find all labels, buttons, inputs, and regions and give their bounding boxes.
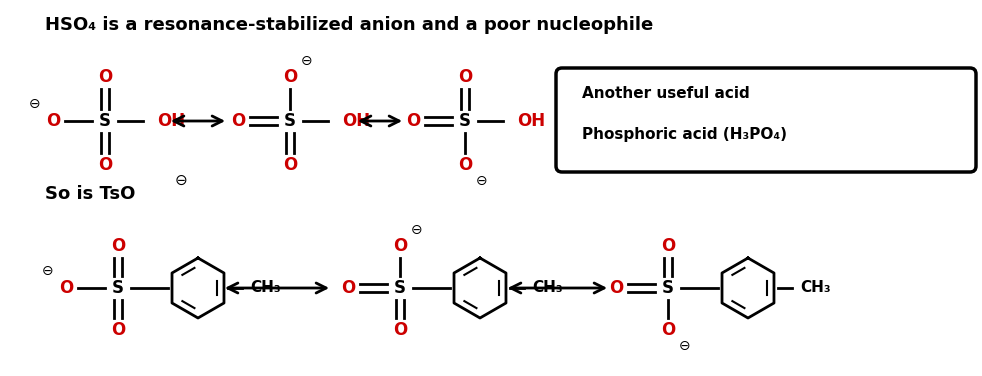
Text: ⊖: ⊖ bbox=[29, 97, 41, 111]
Text: S: S bbox=[394, 279, 406, 297]
Text: O: O bbox=[98, 68, 112, 86]
Text: O: O bbox=[393, 321, 408, 339]
Text: O: O bbox=[98, 156, 112, 174]
Text: S: S bbox=[112, 279, 124, 297]
Text: CH₃: CH₃ bbox=[250, 280, 281, 296]
Text: O: O bbox=[231, 112, 246, 130]
Text: OH: OH bbox=[342, 112, 370, 130]
Text: O: O bbox=[609, 279, 624, 297]
Text: CH₃: CH₃ bbox=[532, 280, 563, 296]
Text: O: O bbox=[46, 112, 60, 130]
Text: O: O bbox=[458, 68, 472, 86]
Text: OH: OH bbox=[517, 112, 545, 130]
Text: Phosphoric acid (H₃PO₄): Phosphoric acid (H₃PO₄) bbox=[582, 126, 787, 141]
Text: ⊖: ⊖ bbox=[42, 264, 54, 278]
Text: ⊖: ⊖ bbox=[411, 223, 423, 237]
Text: O: O bbox=[283, 156, 298, 174]
Text: O: O bbox=[341, 279, 355, 297]
Text: O: O bbox=[59, 279, 73, 297]
Text: O: O bbox=[661, 321, 675, 339]
Text: ⊖: ⊖ bbox=[301, 54, 313, 68]
Text: S: S bbox=[284, 112, 296, 130]
FancyBboxPatch shape bbox=[556, 68, 976, 172]
Text: O: O bbox=[393, 237, 408, 255]
Text: CH₃: CH₃ bbox=[800, 280, 831, 296]
Text: Another useful acid: Another useful acid bbox=[582, 86, 749, 102]
Text: ⊖: ⊖ bbox=[680, 339, 690, 353]
Text: O: O bbox=[111, 237, 125, 255]
Text: S: S bbox=[459, 112, 471, 130]
Text: So is TsO: So is TsO bbox=[45, 185, 136, 203]
Text: S: S bbox=[99, 112, 111, 130]
Text: O: O bbox=[458, 156, 472, 174]
Text: ⊖: ⊖ bbox=[175, 173, 188, 188]
Text: S: S bbox=[662, 279, 674, 297]
Text: OH: OH bbox=[157, 112, 186, 130]
Text: O: O bbox=[661, 237, 675, 255]
Text: HSO₄ is a resonance-stabilized anion and a poor nucleophile: HSO₄ is a resonance-stabilized anion and… bbox=[45, 16, 653, 34]
Text: ⊖: ⊖ bbox=[476, 174, 488, 188]
Text: O: O bbox=[111, 321, 125, 339]
Text: O: O bbox=[283, 68, 298, 86]
Text: O: O bbox=[406, 112, 420, 130]
